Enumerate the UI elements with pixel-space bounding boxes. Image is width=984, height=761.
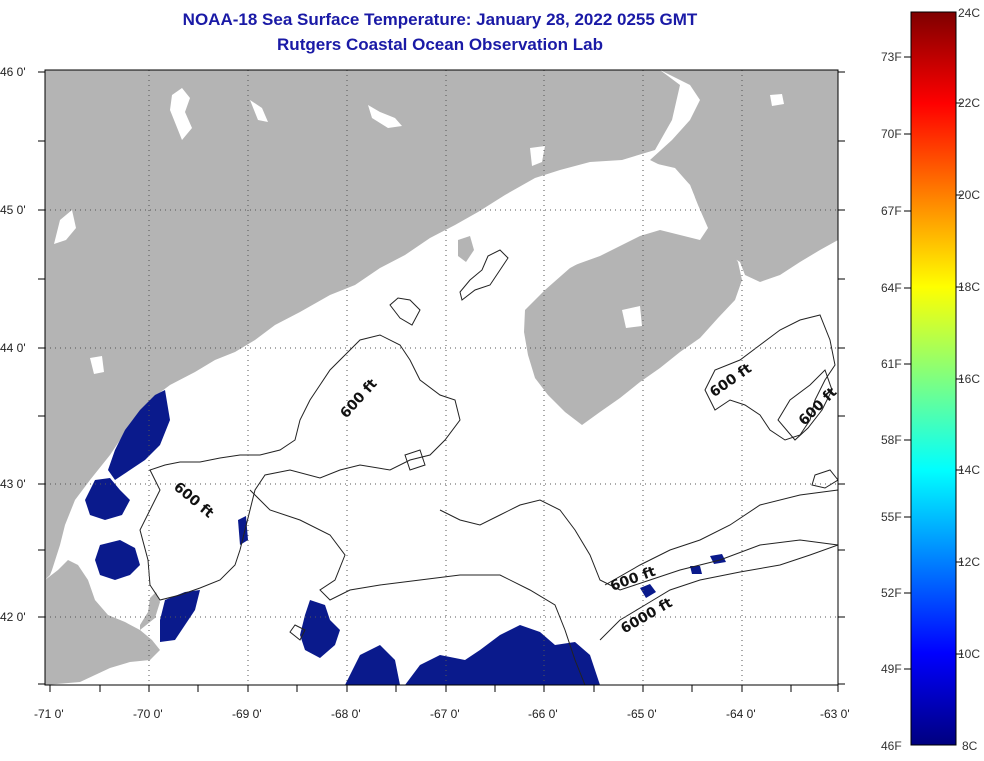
colorbar-f-label: 70F bbox=[881, 127, 902, 141]
lake-shape bbox=[54, 210, 76, 244]
lon-label: -63 0' bbox=[820, 707, 850, 721]
lon-label: -70 0' bbox=[133, 707, 163, 721]
lat-ticks bbox=[38, 71, 845, 685]
lake-shape bbox=[770, 94, 784, 106]
colorbar bbox=[910, 11, 957, 746]
colorbar-c-label: 18C bbox=[958, 280, 980, 294]
colorbar-f-label: 58F bbox=[881, 433, 902, 447]
lake-shape bbox=[622, 306, 642, 328]
colorbar-c-label: 10C bbox=[958, 647, 980, 661]
colorbar-f-label: 67F bbox=[881, 204, 902, 218]
colorbar-c-label: 12C bbox=[958, 555, 980, 569]
lon-label: -69 0' bbox=[232, 707, 262, 721]
grand-manan-island bbox=[458, 236, 474, 262]
cape-cod-landmass bbox=[45, 560, 160, 685]
lat-label: 43 0' bbox=[0, 477, 26, 491]
lake-shape bbox=[250, 100, 268, 122]
map-frame bbox=[44, 69, 839, 686]
map-content bbox=[45, 70, 838, 685]
sst-cold-patches bbox=[85, 390, 726, 685]
colorbar-f-label: 73F bbox=[881, 50, 902, 64]
colorbar-f-label: 61F bbox=[881, 357, 902, 371]
colorbar-f-label: 46F bbox=[881, 739, 902, 753]
lake-shape bbox=[170, 88, 192, 140]
bay-of-fundy bbox=[545, 160, 708, 284]
lon-label: -65 0' bbox=[627, 707, 657, 721]
mainland-landmass bbox=[45, 70, 680, 580]
lat-label: 45 0' bbox=[0, 203, 26, 217]
colorbar-c-label: 22C bbox=[958, 96, 980, 110]
bathymetry-contours bbox=[139, 249, 838, 685]
map-title: NOAA-18 Sea Surface Temperature: January… bbox=[182, 10, 698, 29]
colorbar-c-label: 8C bbox=[962, 739, 978, 753]
cape-cod-hook bbox=[140, 592, 160, 630]
lon-label: -67 0' bbox=[430, 707, 460, 721]
lon-label: -71 0' bbox=[34, 707, 64, 721]
colorbar-c-label: 24C bbox=[958, 6, 980, 20]
map-subtitle: Rutgers Coastal Ocean Observation Lab bbox=[277, 35, 603, 54]
colorbar-f-label: 55F bbox=[881, 510, 902, 524]
colorbar-ticks bbox=[904, 56, 963, 670]
graticule bbox=[45, 70, 838, 685]
lat-label: 46 0' bbox=[0, 65, 26, 79]
lon-label: -64 0' bbox=[726, 707, 756, 721]
colorbar-c-label: 16C bbox=[958, 372, 980, 386]
new-brunswick-landmass bbox=[650, 70, 838, 282]
colorbar-c-label: 20C bbox=[958, 188, 980, 202]
lat-label: 44 0' bbox=[0, 341, 26, 355]
lake-shape bbox=[90, 356, 104, 374]
lon-label: -68 0' bbox=[331, 707, 361, 721]
lake-shape bbox=[368, 105, 402, 128]
lon-label: -66 0' bbox=[528, 707, 558, 721]
lon-ticks bbox=[49, 685, 839, 692]
lake-shape bbox=[530, 146, 545, 166]
lat-label: 42 0' bbox=[0, 610, 26, 624]
colorbar-f-label: 49F bbox=[881, 662, 902, 676]
colorbar-f-label: 64F bbox=[881, 281, 902, 295]
colorbar-c-label: 14C bbox=[958, 463, 980, 477]
colorbar-f-label: 52F bbox=[881, 586, 902, 600]
